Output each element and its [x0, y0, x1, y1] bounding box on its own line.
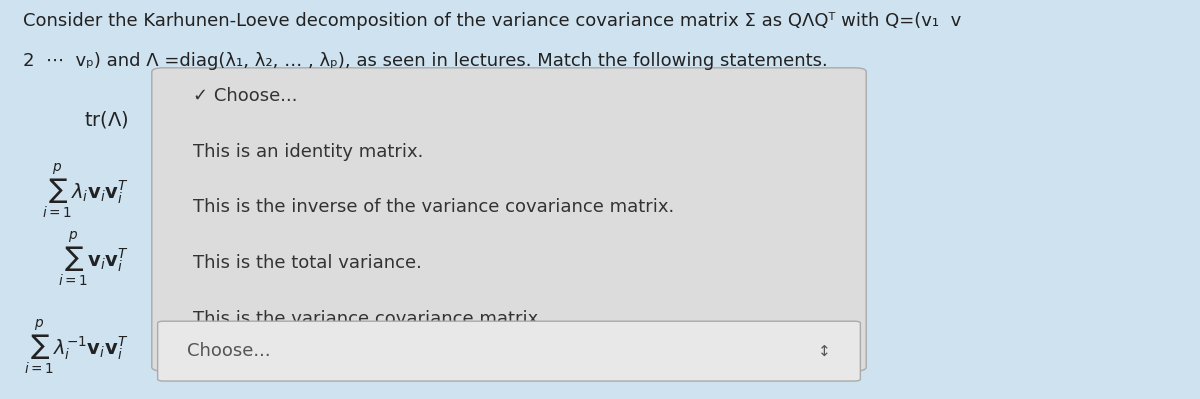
- Text: This is the variance covariance matrix.: This is the variance covariance matrix.: [193, 310, 544, 328]
- Text: This is the inverse of the variance covariance matrix.: This is the inverse of the variance cova…: [193, 198, 674, 217]
- Text: This is the total variance.: This is the total variance.: [193, 254, 421, 273]
- Text: ✓ Choose...: ✓ Choose...: [193, 87, 298, 105]
- Text: $\sum_{i=1}^{p}\lambda_i \mathbf{v}_i\mathbf{v}_i^T$: $\sum_{i=1}^{p}\lambda_i \mathbf{v}_i\ma…: [42, 162, 128, 221]
- Text: This is an identity matrix.: This is an identity matrix.: [193, 142, 424, 161]
- Text: $\sum_{i=1}^{p} \lambda_i^{-1}\mathbf{v}_i\mathbf{v}_i^T$: $\sum_{i=1}^{p} \lambda_i^{-1}\mathbf{v}…: [24, 318, 128, 376]
- Text: ↕: ↕: [818, 344, 832, 359]
- Text: $\mathrm{tr}(\Lambda)$: $\mathrm{tr}(\Lambda)$: [84, 109, 128, 130]
- Text: Choose...: Choose...: [187, 342, 270, 360]
- FancyBboxPatch shape: [157, 321, 860, 381]
- Text: $\sum_{i=1}^{p} \mathbf{v}_i\mathbf{v}_i^T$: $\sum_{i=1}^{p} \mathbf{v}_i\mathbf{v}_i…: [58, 230, 128, 288]
- FancyBboxPatch shape: [151, 68, 866, 371]
- Text: Consider the Karhunen-Loeve decomposition of the variance covariance matrix Σ as: Consider the Karhunen-Loeve decompositio…: [23, 12, 961, 30]
- Text: 2  ⋯  vₚ) and Λ =diag(λ₁, λ₂, … , λₚ), as seen in lectures. Match the following : 2 ⋯ vₚ) and Λ =diag(λ₁, λ₂, … , λₚ), as …: [23, 52, 828, 70]
